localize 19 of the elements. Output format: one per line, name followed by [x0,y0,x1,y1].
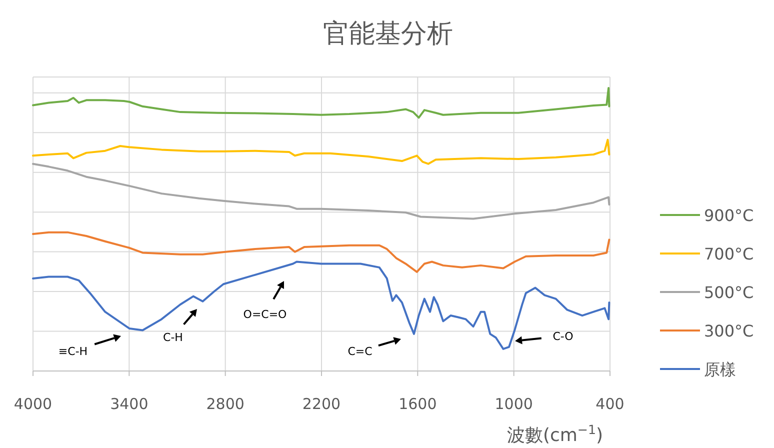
x-tick-label: 1000 [494,395,533,413]
x-tick-label: 3400 [110,395,148,413]
x-tick-label: 4000 [14,395,52,413]
x-tick-label: 2800 [206,395,244,413]
chart-title: 官能基分析 [323,19,453,49]
x-tick-label: 400 [596,395,624,413]
legend-label: 500°C [704,283,754,302]
annotation: C=C [348,345,373,358]
legend-label: 900°C [704,206,754,225]
x-tick-label: 2200 [302,395,341,413]
legend-label: 300°C [704,322,754,340]
annotation: ≡C-H [58,345,88,358]
annotation: C-O [552,330,574,343]
x-axis-title: 波數(cm$^{−1}$) [506,422,604,446]
x-tick-label: 1600 [398,395,437,413]
annotation: C-H [163,331,183,344]
legend-label: 原樣 [704,360,736,379]
legend-label: 700°C [704,244,754,264]
annotation: O=C=O [243,308,288,321]
